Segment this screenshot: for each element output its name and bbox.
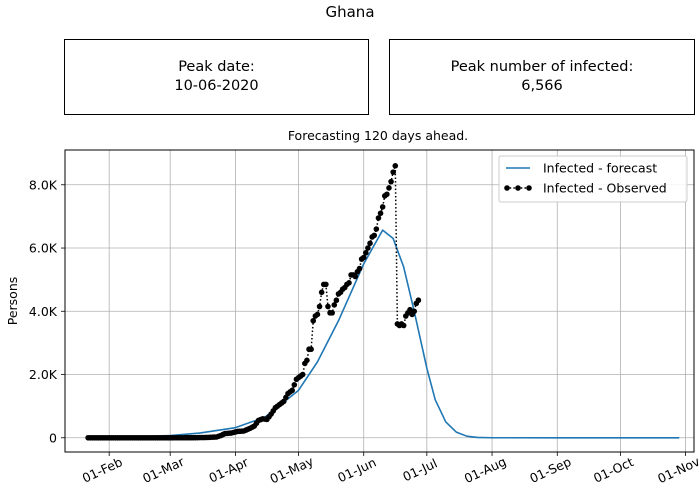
- observed-point: [377, 210, 384, 217]
- observed-point: [363, 249, 369, 256]
- x-tick-label: 01-Sep: [527, 454, 573, 486]
- peak-date-box: Peak date: 10-06-2020: [64, 39, 369, 115]
- legend: Infected - forecast Infected - Observed: [498, 155, 688, 203]
- figure-title: Ghana: [325, 3, 375, 21]
- x-tick-label: 01-Feb: [80, 454, 125, 486]
- y-tick-label: 6.0K: [29, 241, 58, 256]
- legend-frame: [498, 155, 688, 203]
- x-tick-label: 01-Apr: [206, 454, 251, 486]
- peak-number-label: Peak number of infected:: [450, 59, 634, 75]
- peak-number-box: Peak number of infected: 6,566: [389, 39, 695, 115]
- observed-point: [291, 382, 298, 388]
- observed-series: [85, 163, 422, 441]
- observed-point: [388, 178, 394, 185]
- observed-point: [329, 310, 335, 316]
- y-tick-label: 4.0K: [29, 304, 58, 319]
- observed-point: [365, 245, 371, 251]
- observed-point: [386, 185, 392, 191]
- observed-point: [308, 346, 314, 353]
- observed-point: [411, 308, 418, 315]
- observed-point: [304, 357, 310, 364]
- chart-title: Forecasting 120 days ahead.: [288, 128, 468, 143]
- observed-point: [310, 317, 317, 324]
- x-tick-label: 01-Jul: [400, 455, 439, 484]
- peak-date-value: 10-06-2020: [174, 78, 259, 94]
- observed-point: [318, 289, 325, 296]
- x-tick-label: 01-May: [267, 453, 316, 486]
- peak-date-label: Peak date:: [178, 59, 255, 75]
- peak-number-value: 6,566: [521, 78, 563, 94]
- observed-point: [331, 302, 338, 308]
- y-tick-label: 2.0K: [29, 367, 58, 382]
- observed-point: [346, 280, 352, 286]
- observed-point: [392, 163, 399, 169]
- observed-point: [379, 204, 386, 210]
- observed-point: [352, 273, 359, 280]
- y-axis-label: Persons: [5, 277, 20, 326]
- observed-point: [316, 303, 323, 310]
- x-tick-label: 01-Aug: [462, 454, 509, 486]
- x-tick-label: 01-Jun: [335, 455, 378, 486]
- x-axis: 01-Feb 01-Mar 01-Apr 01-May 01-Jun 01-Jul 01-A…: [80, 452, 700, 486]
- x-tick-label: 01-Mar: [140, 453, 187, 486]
- observed-point: [289, 387, 295, 394]
- observed-point: [323, 281, 329, 288]
- legend-observed-label: Infected - Observed: [543, 181, 667, 196]
- observed-point: [390, 169, 396, 175]
- observed-point: [325, 303, 331, 310]
- forecast-series: [88, 229, 680, 439]
- observed-point: [415, 297, 422, 304]
- observed-point: [400, 322, 407, 329]
- observed-point: [314, 311, 321, 318]
- observed-point: [375, 215, 382, 221]
- plot-area: [64, 149, 695, 453]
- legend-forecast-label: Infected - forecast: [543, 161, 657, 176]
- observed-point: [373, 226, 380, 232]
- legend-observed-marker: [515, 185, 521, 191]
- x-tick-label: 01-Oct: [591, 454, 636, 486]
- forecast-line: [88, 229, 680, 439]
- y-tick-label: 8.0K: [29, 177, 58, 192]
- y-axis: 0 2.0K 4.0K 6.0K 8.0K: [29, 177, 65, 445]
- legend-observed-marker: [504, 185, 510, 191]
- x-tick-label: 01-Nov: [655, 453, 700, 486]
- observed-point: [407, 306, 413, 313]
- observed-point: [333, 297, 340, 304]
- observed-line: [88, 165, 420, 439]
- y-tick-label: 0: [49, 430, 57, 445]
- observed-point: [356, 265, 363, 272]
- observed-point: [384, 191, 390, 198]
- observed-point: [367, 240, 373, 247]
- observed-point: [360, 254, 367, 261]
- observed-point: [299, 371, 306, 378]
- observed-point: [371, 232, 378, 239]
- legend-observed-marker: [526, 185, 532, 191]
